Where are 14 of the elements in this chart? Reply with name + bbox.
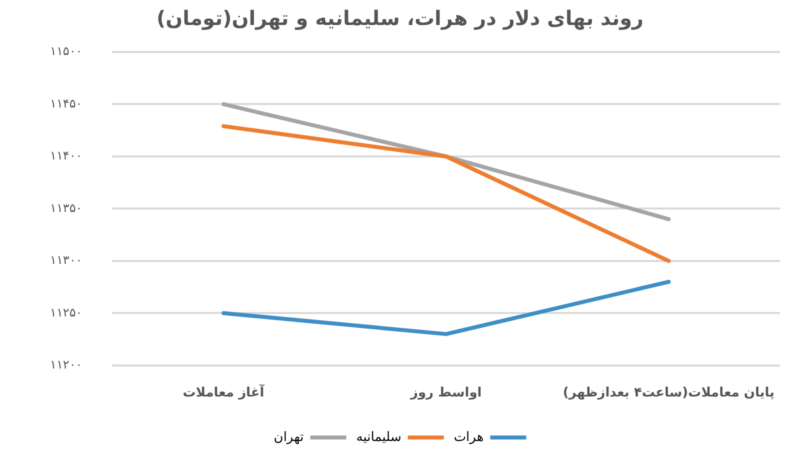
- x-tick-label: آغاز معاملات: [182, 384, 265, 401]
- legend-label: تهران: [274, 430, 304, 445]
- legend-label: هرات: [454, 430, 484, 445]
- chart-title: روند بهای دلار در هرات، سلیمانیه و تهران(تومان): [156, 6, 644, 30]
- legend-label: سلیمانیه: [356, 430, 402, 445]
- y-tick-label: ۱۱۴۰۰: [50, 148, 82, 163]
- y-tick-label: ۱۱۲۰۰: [50, 358, 82, 372]
- y-tick-label: ۱۱۲۵۰: [50, 305, 82, 320]
- y-tick-label: ۱۱۳۵۰: [50, 200, 82, 215]
- y-tick-label: ۱۱۴۵۰: [50, 96, 82, 110]
- x-tick-label: پایان معاملات(ساعت۴ بعدازظهر): [562, 386, 775, 401]
- y-tick-label: ۱۱۳۰۰: [50, 253, 82, 268]
- y-tick-label: ۱۱۵۰۰: [50, 44, 82, 58]
- x-tick-label: اواسط روز: [409, 386, 482, 401]
